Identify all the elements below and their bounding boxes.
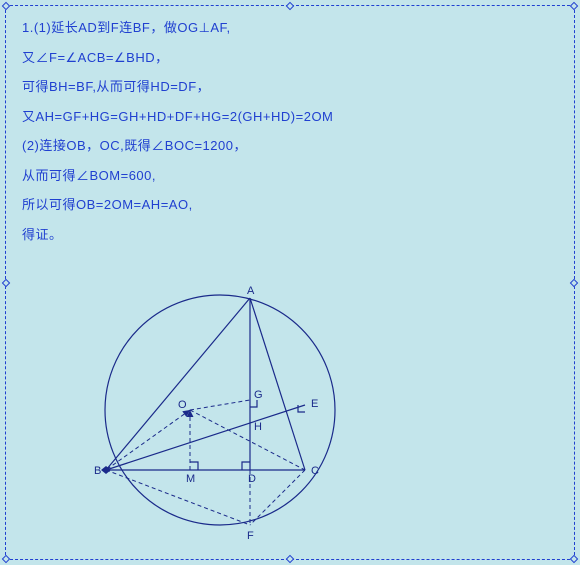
selection-handle[interactable] bbox=[2, 2, 10, 10]
proof-text: 1.(1)延长AD到F连BF，做OG⊥AF, 又∠F=∠ACB=∠BHD， 可得… bbox=[22, 18, 558, 254]
geometry-diagram: A B C D E F G H M O bbox=[70, 280, 390, 560]
svg-text:C: C bbox=[311, 465, 319, 477]
proof-line: 从而可得∠BOM=600, bbox=[22, 166, 558, 186]
selection-handle[interactable] bbox=[570, 2, 578, 10]
proof-line: 又AH=GF+HG=GH+HD+DF+HG=2(GH+HD)=2OM bbox=[22, 107, 558, 127]
selection-handle[interactable] bbox=[2, 278, 10, 286]
svg-text:D: D bbox=[248, 473, 256, 485]
selection-handle[interactable] bbox=[570, 555, 578, 563]
proof-line: 可得BH=BF,从而可得HD=DF， bbox=[22, 77, 558, 97]
proof-line: (2)连接OB，OC,既得∠BOC=1200， bbox=[22, 136, 558, 156]
svg-text:H: H bbox=[254, 421, 262, 433]
svg-text:F: F bbox=[247, 530, 254, 542]
svg-text:G: G bbox=[254, 389, 263, 401]
svg-text:B: B bbox=[94, 465, 101, 477]
proof-line: 1.(1)延长AD到F连BF，做OG⊥AF, bbox=[22, 18, 558, 38]
selection-handle[interactable] bbox=[2, 555, 10, 563]
svg-text:O: O bbox=[178, 399, 187, 411]
proof-line: 得证。 bbox=[22, 225, 558, 245]
proof-line: 又∠F=∠ACB=∠BHD， bbox=[22, 48, 558, 68]
selection-handle[interactable] bbox=[570, 278, 578, 286]
svg-text:A: A bbox=[247, 285, 255, 297]
svg-text:M: M bbox=[186, 473, 195, 485]
svg-text:E: E bbox=[311, 398, 318, 410]
proof-line: 所以可得OB=2OM=AH=AO, bbox=[22, 195, 558, 215]
selection-handle[interactable] bbox=[286, 2, 294, 10]
